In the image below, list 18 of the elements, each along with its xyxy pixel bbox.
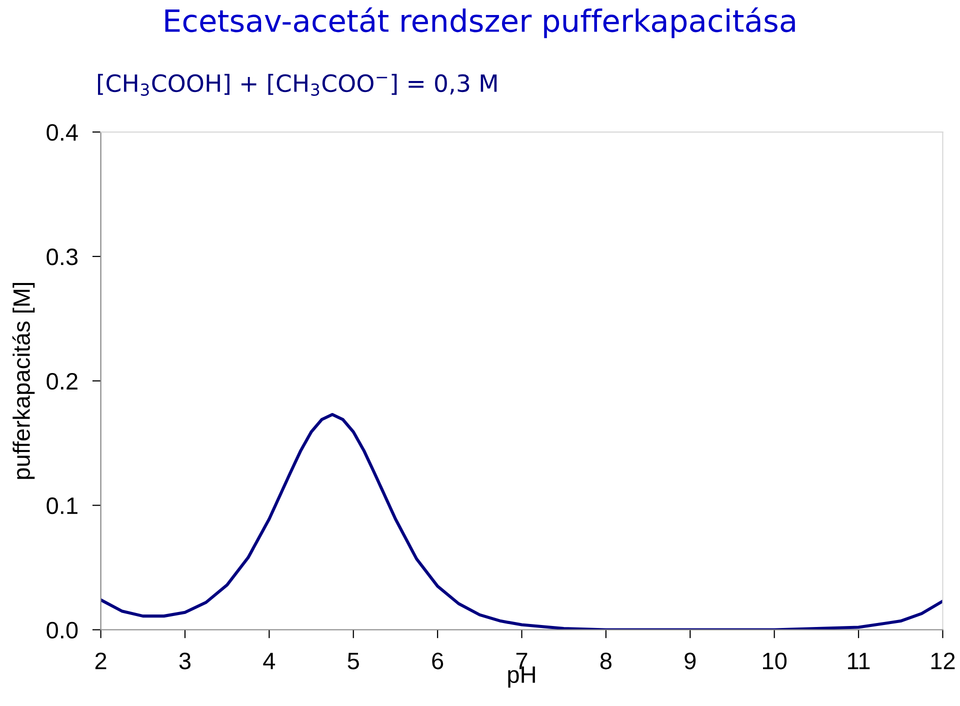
x-tick-label: 12 xyxy=(931,652,955,670)
x-tick-label: 9 xyxy=(684,652,696,670)
x-tick-label: 2 xyxy=(95,652,106,670)
x-tick-label: 8 xyxy=(600,652,612,670)
chart-subtitle: [CH$_{3}$COOH] + [CH$_{3}$COO$^{−}$] = 0,3 M xyxy=(98,74,497,96)
y-tick-label: 0.3 xyxy=(46,248,78,266)
y-tick-label: 0.1 xyxy=(46,497,78,514)
y-axis-title: pufferkapacitás [M] xyxy=(12,283,35,479)
x-tick-label: 10 xyxy=(763,652,787,670)
x-tick-label: 4 xyxy=(263,652,276,670)
x-tick-label: 11 xyxy=(848,652,870,670)
x-tick-label: 5 xyxy=(348,652,359,670)
y-tick-label: 0.2 xyxy=(46,372,78,390)
y-tick-label: 0.0 xyxy=(46,622,78,639)
x-tick-label: 3 xyxy=(179,652,191,670)
chart-title: Ecetsav-acetát rendszer pufferkapacitása xyxy=(165,7,795,38)
x-tick-label: 6 xyxy=(432,652,444,670)
y-tick-label: 0.4 xyxy=(46,124,78,141)
